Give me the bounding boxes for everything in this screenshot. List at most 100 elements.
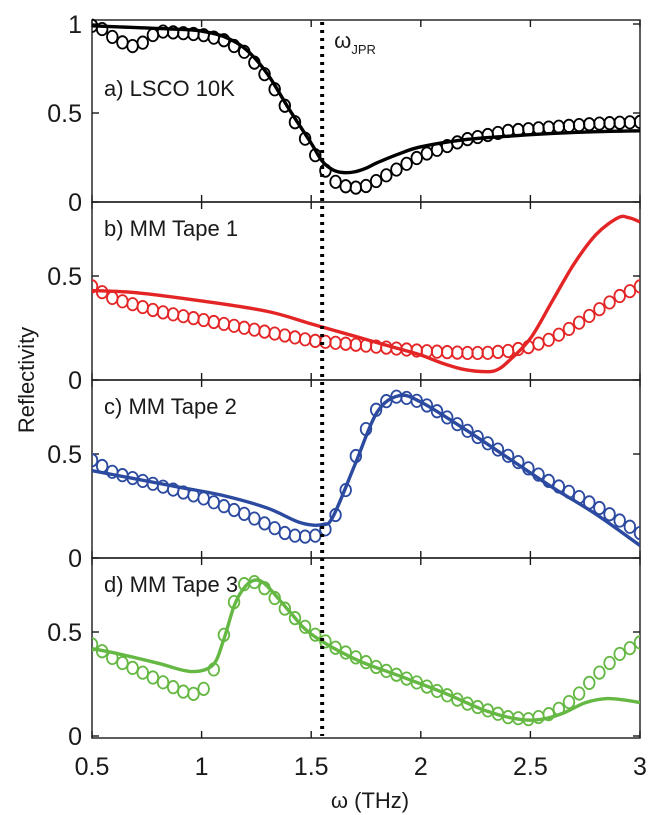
y-tick-label: 0.5 bbox=[47, 263, 82, 291]
x-tick-label: 3 bbox=[633, 753, 647, 781]
jpr-symbol: ω bbox=[334, 28, 351, 53]
data-point bbox=[116, 294, 129, 309]
data-point bbox=[329, 507, 342, 523]
data-point bbox=[369, 402, 383, 417]
data-point bbox=[339, 336, 352, 351]
data-point bbox=[258, 516, 271, 531]
data-point bbox=[217, 316, 231, 332]
data-point bbox=[288, 330, 302, 345]
data-point bbox=[319, 334, 332, 349]
data-point bbox=[593, 302, 606, 317]
data-point bbox=[156, 479, 170, 494]
panel-1: 0 0.5 1 a) LSCO 10K bbox=[47, 11, 641, 217]
data-point bbox=[623, 115, 637, 130]
data-point bbox=[258, 67, 271, 82]
data-point bbox=[298, 131, 312, 146]
data-point bbox=[633, 279, 640, 294]
data-point bbox=[380, 394, 393, 409]
data-point bbox=[319, 163, 332, 178]
data-point bbox=[329, 174, 342, 189]
jpr-marker-layer: ωJPR bbox=[320, 22, 376, 736]
data-point bbox=[248, 511, 261, 526]
data-point bbox=[309, 627, 322, 642]
data-point bbox=[309, 148, 322, 163]
data-point bbox=[461, 345, 474, 361]
data-point bbox=[390, 162, 403, 177]
panel-4: 0 0.5 d) MM Tape 3 bbox=[47, 557, 641, 751]
y-tick-label: 0.5 bbox=[47, 100, 82, 128]
data-point bbox=[613, 288, 626, 304]
panel-label: c) MM Tape 2 bbox=[104, 394, 237, 419]
y-tick-label: 0 bbox=[68, 545, 82, 573]
data-point bbox=[92, 637, 99, 652]
data-point bbox=[268, 82, 281, 97]
x-tick-label: 2.5 bbox=[513, 753, 548, 781]
data-point bbox=[552, 479, 566, 494]
data-point bbox=[562, 118, 576, 133]
data-point bbox=[359, 655, 373, 670]
data-point bbox=[471, 429, 484, 445]
data-point bbox=[207, 662, 220, 677]
data-point bbox=[410, 393, 423, 408]
y-tick-label: 0 bbox=[68, 367, 82, 395]
data-point bbox=[542, 332, 555, 347]
data-point bbox=[349, 337, 363, 352]
data-point bbox=[116, 655, 129, 671]
data-point bbox=[451, 345, 464, 360]
data-point bbox=[278, 98, 292, 113]
y-tick-label: 0.5 bbox=[47, 441, 82, 469]
data-point bbox=[146, 27, 160, 43]
data-point bbox=[623, 641, 637, 656]
data-point bbox=[633, 114, 640, 129]
data-point bbox=[227, 38, 241, 54]
data-point bbox=[166, 680, 180, 695]
data-point bbox=[603, 116, 616, 131]
data-point bbox=[552, 701, 566, 716]
data-point bbox=[106, 650, 119, 666]
y-tick-label: 0 bbox=[68, 189, 82, 217]
data-point bbox=[572, 686, 586, 701]
data-point bbox=[298, 619, 312, 634]
data-point bbox=[410, 150, 423, 166]
data-point bbox=[197, 681, 210, 696]
data-point bbox=[339, 482, 352, 498]
data-point bbox=[583, 308, 596, 324]
data-point bbox=[197, 491, 210, 506]
data-point bbox=[258, 324, 271, 339]
data-point bbox=[603, 295, 616, 310]
data-point bbox=[126, 297, 139, 312]
data-point bbox=[572, 117, 586, 133]
data-point bbox=[106, 29, 119, 45]
data-point bbox=[440, 410, 454, 425]
data-point bbox=[156, 305, 170, 320]
panel-2: 0 0.5 b) MM Tape 1 bbox=[47, 201, 641, 395]
data-point bbox=[380, 168, 393, 183]
data-point bbox=[349, 448, 363, 464]
data-point bbox=[217, 627, 231, 642]
data-point bbox=[512, 454, 525, 470]
data-point bbox=[258, 581, 271, 596]
data-point bbox=[481, 127, 494, 143]
data-point bbox=[572, 315, 586, 330]
data-point bbox=[593, 116, 606, 131]
data-point bbox=[623, 284, 637, 299]
data-point bbox=[288, 528, 302, 543]
fit-curve bbox=[92, 578, 640, 722]
panel-label: d) MM Tape 3 bbox=[104, 572, 238, 597]
data-point bbox=[177, 309, 190, 324]
data-point bbox=[440, 345, 454, 360]
data-point bbox=[238, 44, 251, 59]
data-point bbox=[359, 421, 373, 437]
data-point bbox=[248, 55, 261, 70]
jpr-subscript: JPR bbox=[351, 42, 376, 57]
data-point bbox=[552, 119, 566, 134]
data-point bbox=[461, 423, 474, 438]
data-point bbox=[623, 519, 637, 534]
data-point bbox=[92, 453, 99, 468]
data-point bbox=[359, 178, 373, 194]
data-point bbox=[309, 333, 322, 348]
data-point bbox=[501, 343, 515, 359]
y-tick-label: 0 bbox=[68, 723, 82, 751]
data-point bbox=[339, 645, 352, 660]
data-point bbox=[309, 528, 322, 543]
